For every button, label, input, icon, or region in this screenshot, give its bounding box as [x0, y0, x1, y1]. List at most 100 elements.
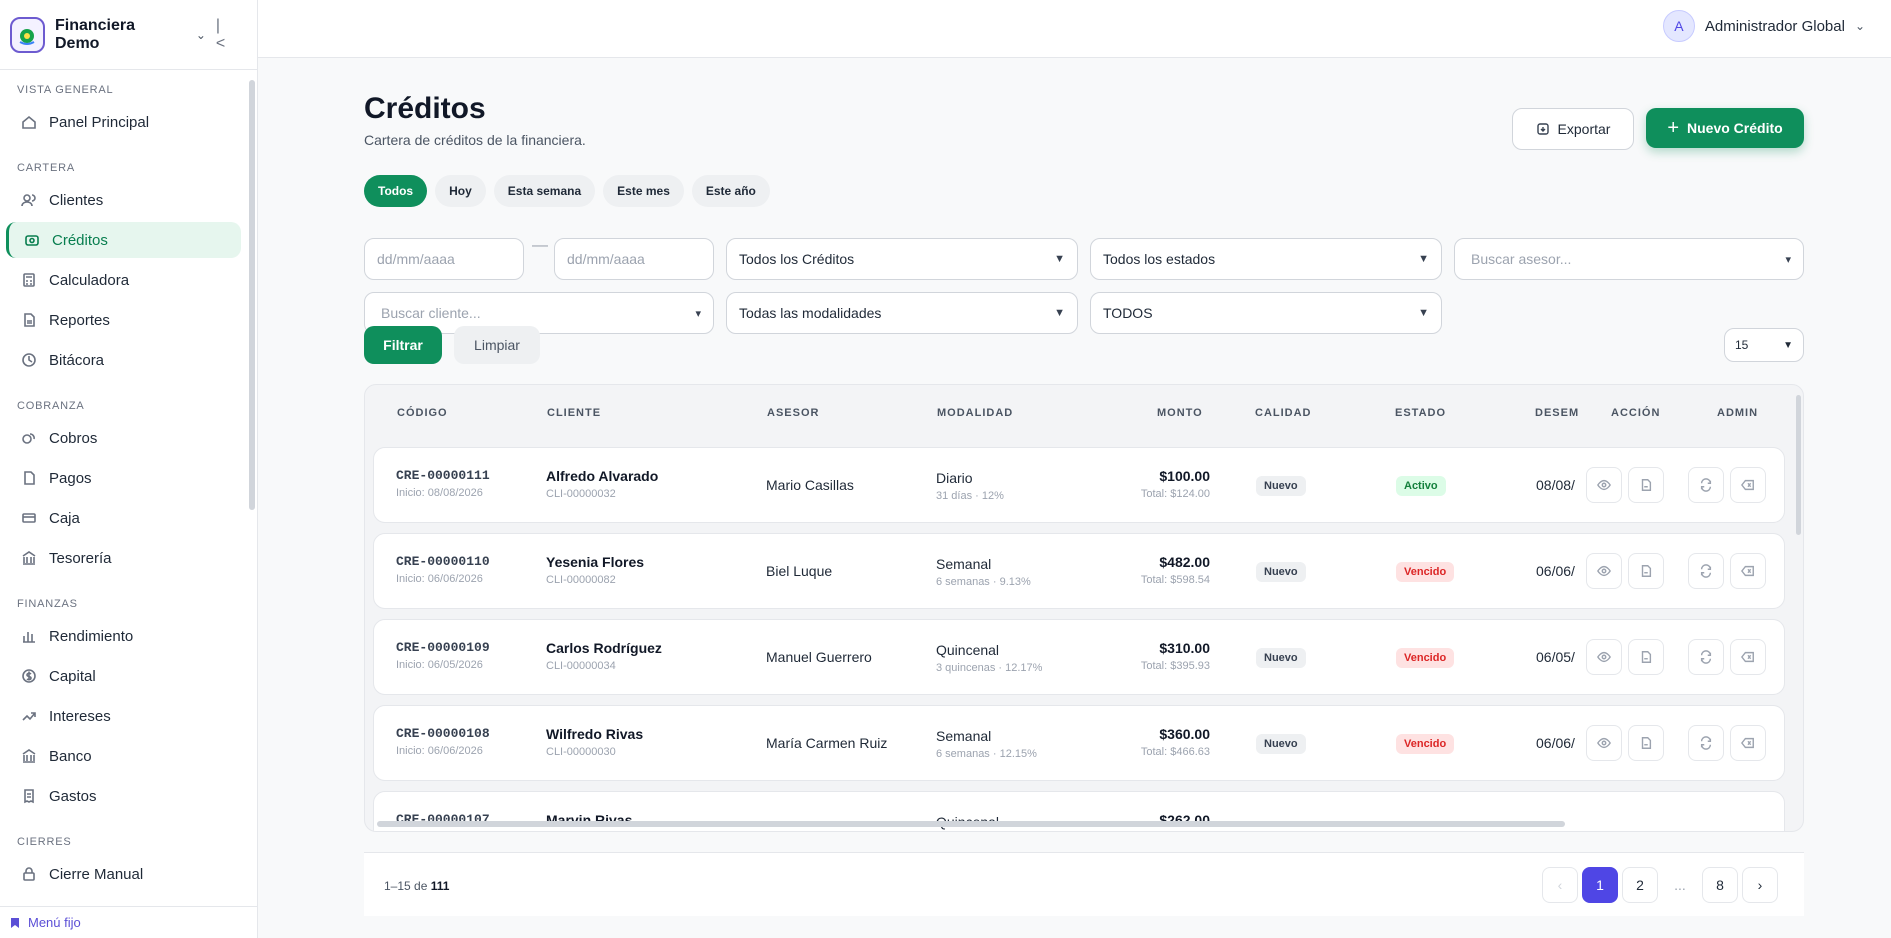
- clear-button[interactable]: Limpiar: [454, 326, 540, 364]
- pinned-menu-toggle[interactable]: Menú fijo: [0, 906, 257, 938]
- sidebar-item-rendimiento[interactable]: Rendimiento: [6, 618, 241, 654]
- credit-amount: $482.00: [1159, 554, 1210, 570]
- document-button[interactable]: [1628, 639, 1664, 675]
- user-menu[interactable]: A Administrador Global ⌄: [1662, 10, 1865, 42]
- sidebar-item-label: Tesorería: [49, 549, 112, 567]
- results-count: 1–15 de 111: [384, 879, 449, 893]
- per-page-select[interactable]: 15 ▼: [1724, 328, 1804, 362]
- refresh-button[interactable]: [1688, 725, 1724, 761]
- table-row[interactable]: CRE-00000108 Inicio: 06/06/2026 Wilfredo R…: [373, 705, 1785, 781]
- modality-detail: 3 quincenas · 12.17%: [936, 662, 1043, 674]
- page-button-1[interactable]: 1: [1582, 867, 1618, 903]
- credit-code[interactable]: CRE-00000109: [396, 640, 490, 655]
- new-credit-button[interactable]: + Nuevo Crédito: [1646, 108, 1804, 148]
- sidebar-item-créditos[interactable]: Créditos: [6, 222, 241, 258]
- credit-code[interactable]: CRE-00000110: [396, 554, 490, 569]
- table-vertical-scrollbar[interactable]: [1796, 395, 1801, 535]
- brand-name[interactable]: Financiera Demo: [54, 16, 136, 52]
- dollar-icon: [22, 669, 36, 683]
- page-button-2[interactable]: 2: [1622, 867, 1658, 903]
- filter-button[interactable]: Filtrar: [364, 326, 442, 364]
- client-search-select[interactable]: Buscar cliente... ▾: [364, 292, 714, 334]
- sidebar-item-cobros[interactable]: Cobros: [6, 420, 241, 456]
- chevron-down-icon[interactable]: ⌄: [1854, 19, 1865, 33]
- calculator-icon: [23, 273, 35, 287]
- sidebar-item-panel-principal[interactable]: Panel Principal: [6, 104, 241, 140]
- sidebar-item-cierre-manual[interactable]: Cierre Manual: [6, 856, 241, 892]
- date-to-input[interactable]: dd/mm/aaaa: [554, 238, 714, 280]
- chip-este-mes[interactable]: Este mes: [603, 175, 684, 207]
- modality-value: Todas las modalidades: [739, 305, 882, 321]
- quality-select[interactable]: TODOS ▼: [1090, 292, 1442, 334]
- sidebar-item-banco[interactable]: Banco: [6, 738, 241, 774]
- column-header: MONTO: [1157, 407, 1203, 419]
- delete-button[interactable]: [1730, 467, 1766, 503]
- chip-este-año[interactable]: Este año: [691, 175, 770, 207]
- modality-select[interactable]: Todas las modalidades ▼: [726, 292, 1078, 334]
- eye-button[interactable]: [1586, 725, 1622, 761]
- client-name[interactable]: Yesenia Flores: [546, 554, 645, 570]
- table-header: CÓDIGO CLIENTE ASESOR MODALIDAD MONTO CALIDAD…: [365, 385, 1803, 443]
- home-icon: [22, 115, 36, 129]
- sidebar-scrollbar[interactable]: [249, 80, 255, 510]
- chip-todos[interactable]: Todos: [364, 175, 428, 207]
- chevron-down-icon[interactable]: ⌄: [195, 27, 206, 42]
- disbursement-date: 06/06/: [1536, 563, 1575, 579]
- table-row[interactable]: CRE-00000109 Inicio: 06/05/2026 Carlos Rod…: [373, 619, 1785, 695]
- document-button[interactable]: [1628, 467, 1664, 503]
- page-button-8[interactable]: 8: [1702, 867, 1738, 903]
- refresh-button[interactable]: [1688, 639, 1724, 675]
- client-name[interactable]: Alfredo Alvarado: [546, 468, 659, 484]
- sidebar-item-capital[interactable]: Capital: [6, 658, 241, 694]
- client-name[interactable]: Wilfredo Rivas: [546, 726, 644, 742]
- table-row[interactable]: CRE-00000110 Inicio: 06/06/2026 Yesenia Fl…: [373, 533, 1785, 609]
- refresh-button[interactable]: [1688, 553, 1724, 589]
- eye-button[interactable]: [1586, 467, 1622, 503]
- sidebar-item-gastos[interactable]: Gastos: [6, 778, 241, 814]
- status-select[interactable]: Todos los estados ▼: [1090, 238, 1442, 280]
- sidebar: Financiera Demo ⌄ |< VISTA GENERAL Panel …: [0, 0, 258, 938]
- credit-type-select[interactable]: Todos los Créditos ▼: [726, 238, 1078, 280]
- amount-cell: $482.00 Total: $598.54: [1141, 554, 1210, 586]
- credit-type-value: Todos los Créditos: [739, 251, 855, 267]
- sidebar-item-calculadora[interactable]: Calculadora: [6, 262, 241, 298]
- chevron-down-icon: ▼: [1054, 307, 1065, 319]
- modality-cell: Semanal 6 semanas · 12.15%: [936, 728, 1037, 760]
- delete-button[interactable]: [1730, 725, 1766, 761]
- document-button[interactable]: [1628, 725, 1664, 761]
- credit-code[interactable]: CRE-00000108: [396, 726, 490, 741]
- sidebar-item-caja[interactable]: Caja: [6, 500, 241, 536]
- sidebar-item-clientes[interactable]: Clientes: [6, 182, 241, 218]
- collapse-sidebar-icon[interactable]: |<: [215, 16, 226, 52]
- date-from-input[interactable]: dd/mm/aaaa: [364, 238, 524, 280]
- chip-hoy[interactable]: Hoy: [435, 175, 486, 207]
- sidebar-item-bitácora[interactable]: Bitácora: [6, 342, 241, 378]
- sidebar-item-intereses[interactable]: Intereses: [6, 698, 241, 734]
- eye-button[interactable]: [1586, 639, 1622, 675]
- quality-badge: Nuevo: [1256, 476, 1306, 496]
- modality-name: Semanal: [936, 556, 992, 572]
- sidebar-item-reportes[interactable]: Reportes: [6, 302, 241, 338]
- eye-button[interactable]: [1586, 553, 1622, 589]
- client-name[interactable]: Carlos Rodríguez: [546, 640, 662, 656]
- credit-code[interactable]: CRE-00000111: [396, 468, 490, 483]
- chip-esta-semana[interactable]: Esta semana: [493, 175, 596, 207]
- client-code: CLI-00000032: [546, 488, 616, 500]
- prev-page-button[interactable]: ‹: [1542, 867, 1578, 903]
- sidebar-item-tesorería[interactable]: Tesorería: [6, 540, 241, 576]
- sidebar-item-pagos[interactable]: Pagos: [6, 460, 241, 496]
- avatar[interactable]: A: [1662, 10, 1695, 42]
- table-horizontal-scrollbar[interactable]: [377, 821, 1565, 827]
- export-button[interactable]: Exportar: [1512, 108, 1634, 150]
- delete-button[interactable]: [1730, 553, 1766, 589]
- table-row[interactable]: CRE-00000111 Inicio: 08/08/2026 Alfredo Al…: [373, 447, 1785, 523]
- document-button[interactable]: [1628, 553, 1664, 589]
- delete-button[interactable]: [1730, 639, 1766, 675]
- export-label: Exportar: [1557, 121, 1611, 137]
- advisor-search-select[interactable]: Buscar asesor... ▾: [1454, 238, 1804, 280]
- chevron-down-icon: ▼: [1783, 339, 1793, 351]
- next-page-button[interactable]: ›: [1742, 867, 1778, 903]
- refresh-button[interactable]: [1688, 467, 1724, 503]
- sidebar-item-label: Cobros: [49, 429, 98, 447]
- credit-total: Total: $598.54: [1140, 574, 1210, 586]
